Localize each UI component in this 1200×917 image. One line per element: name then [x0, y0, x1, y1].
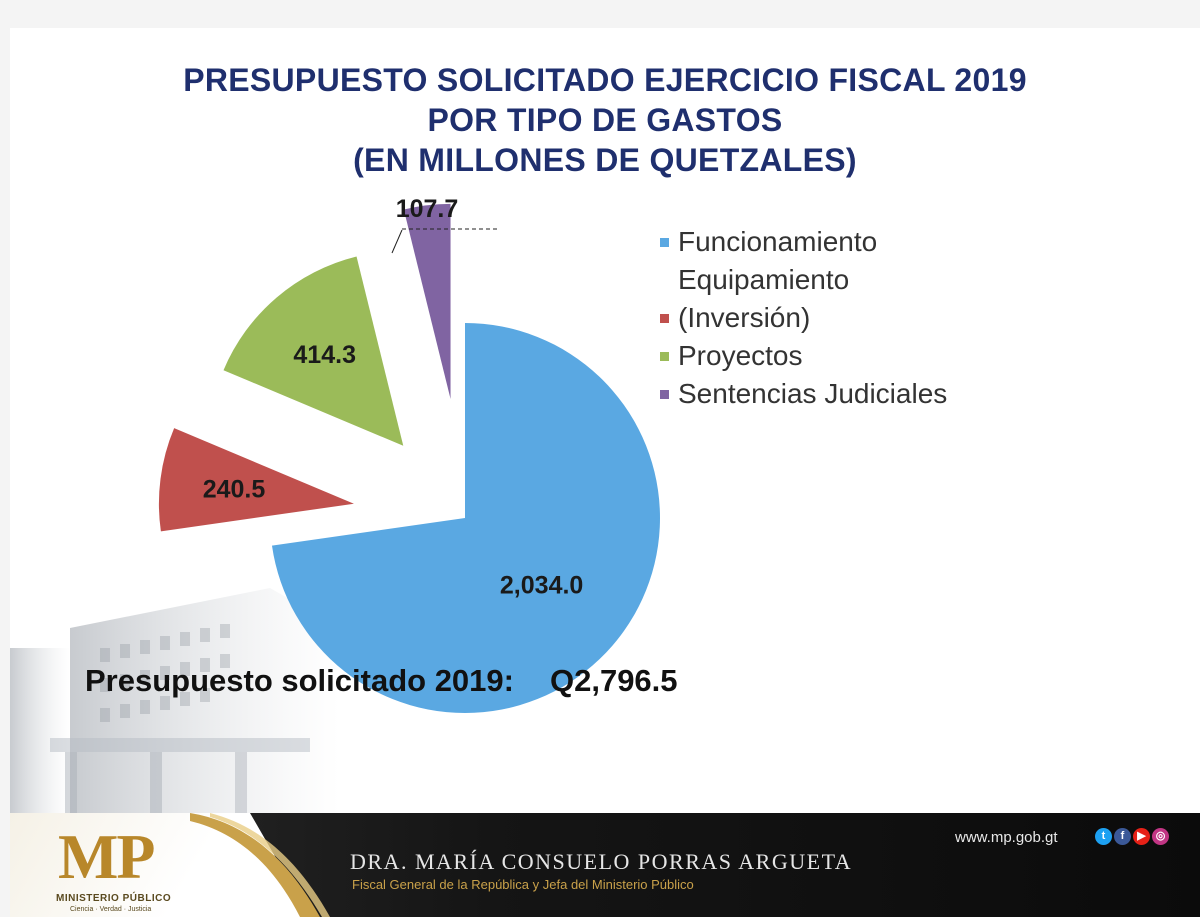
chart-legend: Funcionamiento Equipamiento (Inversión) … [660, 223, 947, 413]
footer-banner: MP MINISTERIO PÚBLICO Ciencia · Verdad ·… [10, 813, 1200, 917]
social-icons: t f ▶ ◎ [1095, 828, 1169, 845]
legend-item-equipamiento: Equipamiento (Inversión) [660, 261, 947, 337]
building-background [10, 588, 340, 828]
website-link[interactable]: www.mp.gob.gt [955, 829, 1058, 846]
legend-swatch-funcionamiento [660, 238, 669, 247]
chart-title: PRESUPUESTO SOLICITADO EJERCICIO FISCAL … [10, 60, 1200, 180]
pie-slice-funcionamiento [271, 323, 660, 713]
legend-swatch-proyectos [660, 352, 669, 361]
mp-logo-motto: Ciencia · Verdad · Justicia [70, 906, 152, 913]
legend-swatch-sentencias [660, 390, 669, 399]
legend-label-equipamiento-line-1: Equipamiento [678, 264, 850, 295]
legend-swatch-equipamiento [660, 314, 669, 323]
mp-logo: MP [58, 821, 155, 892]
gold-swoosh-decoration [190, 813, 330, 917]
twitter-icon[interactable]: t [1095, 828, 1112, 845]
data-label-sentencias: 107.7 [396, 195, 459, 223]
budget-total-amount: Q2,796.5 [549, 663, 678, 698]
budget-total: Presupuesto solicitado 2019: Q2,796.5 [85, 663, 678, 699]
pie-slice-proyectos [223, 256, 404, 446]
data-label-equipamiento: 240.5 [203, 475, 266, 503]
instagram-icon[interactable]: ◎ [1152, 828, 1169, 845]
leader-line-sentencias [391, 229, 403, 254]
data-label-funcionamiento: 2,034.0 [500, 571, 583, 599]
pie-slice-equipamiento [158, 428, 354, 532]
data-label-proyectos: 414.3 [293, 341, 356, 369]
official-role: Fiscal General de la República y Jefa de… [352, 877, 694, 892]
legend-item-funcionamiento: Funcionamiento [660, 223, 947, 261]
facebook-icon[interactable]: f [1114, 828, 1131, 845]
chart-title-line-1: PRESUPUESTO SOLICITADO EJERCICIO FISCAL … [183, 62, 1027, 98]
pie-slice-sentencias [403, 203, 451, 399]
official-name: DRA. MARÍA CONSUELO PORRAS ARGUETA [350, 849, 853, 874]
budget-total-label: Presupuesto solicitado 2019: [85, 663, 514, 698]
legend-label-sentencias: Sentencias Judiciales [678, 378, 948, 409]
mp-logo-subtitle: MINISTERIO PÚBLICO [56, 893, 172, 904]
legend-item-proyectos: Proyectos [660, 337, 947, 375]
youtube-icon[interactable]: ▶ [1133, 828, 1150, 845]
pie-chart: 2,034.0 240.5 414.3 107.7 [158, 195, 660, 713]
chart-title-line-2: POR TIPO DE GASTOS [427, 102, 783, 138]
chart-title-line-3: (EN MILLONES DE QUETZALES) [353, 142, 857, 178]
legend-label-proyectos: Proyectos [678, 340, 803, 371]
slide: PRESUPUESTO SOLICITADO EJERCICIO FISCAL … [10, 28, 1200, 917]
legend-label-equipamiento-line-2: (Inversión) [678, 302, 811, 333]
legend-label-funcionamiento: Funcionamiento [678, 226, 878, 257]
legend-item-sentencias: Sentencias Judiciales [660, 375, 947, 413]
